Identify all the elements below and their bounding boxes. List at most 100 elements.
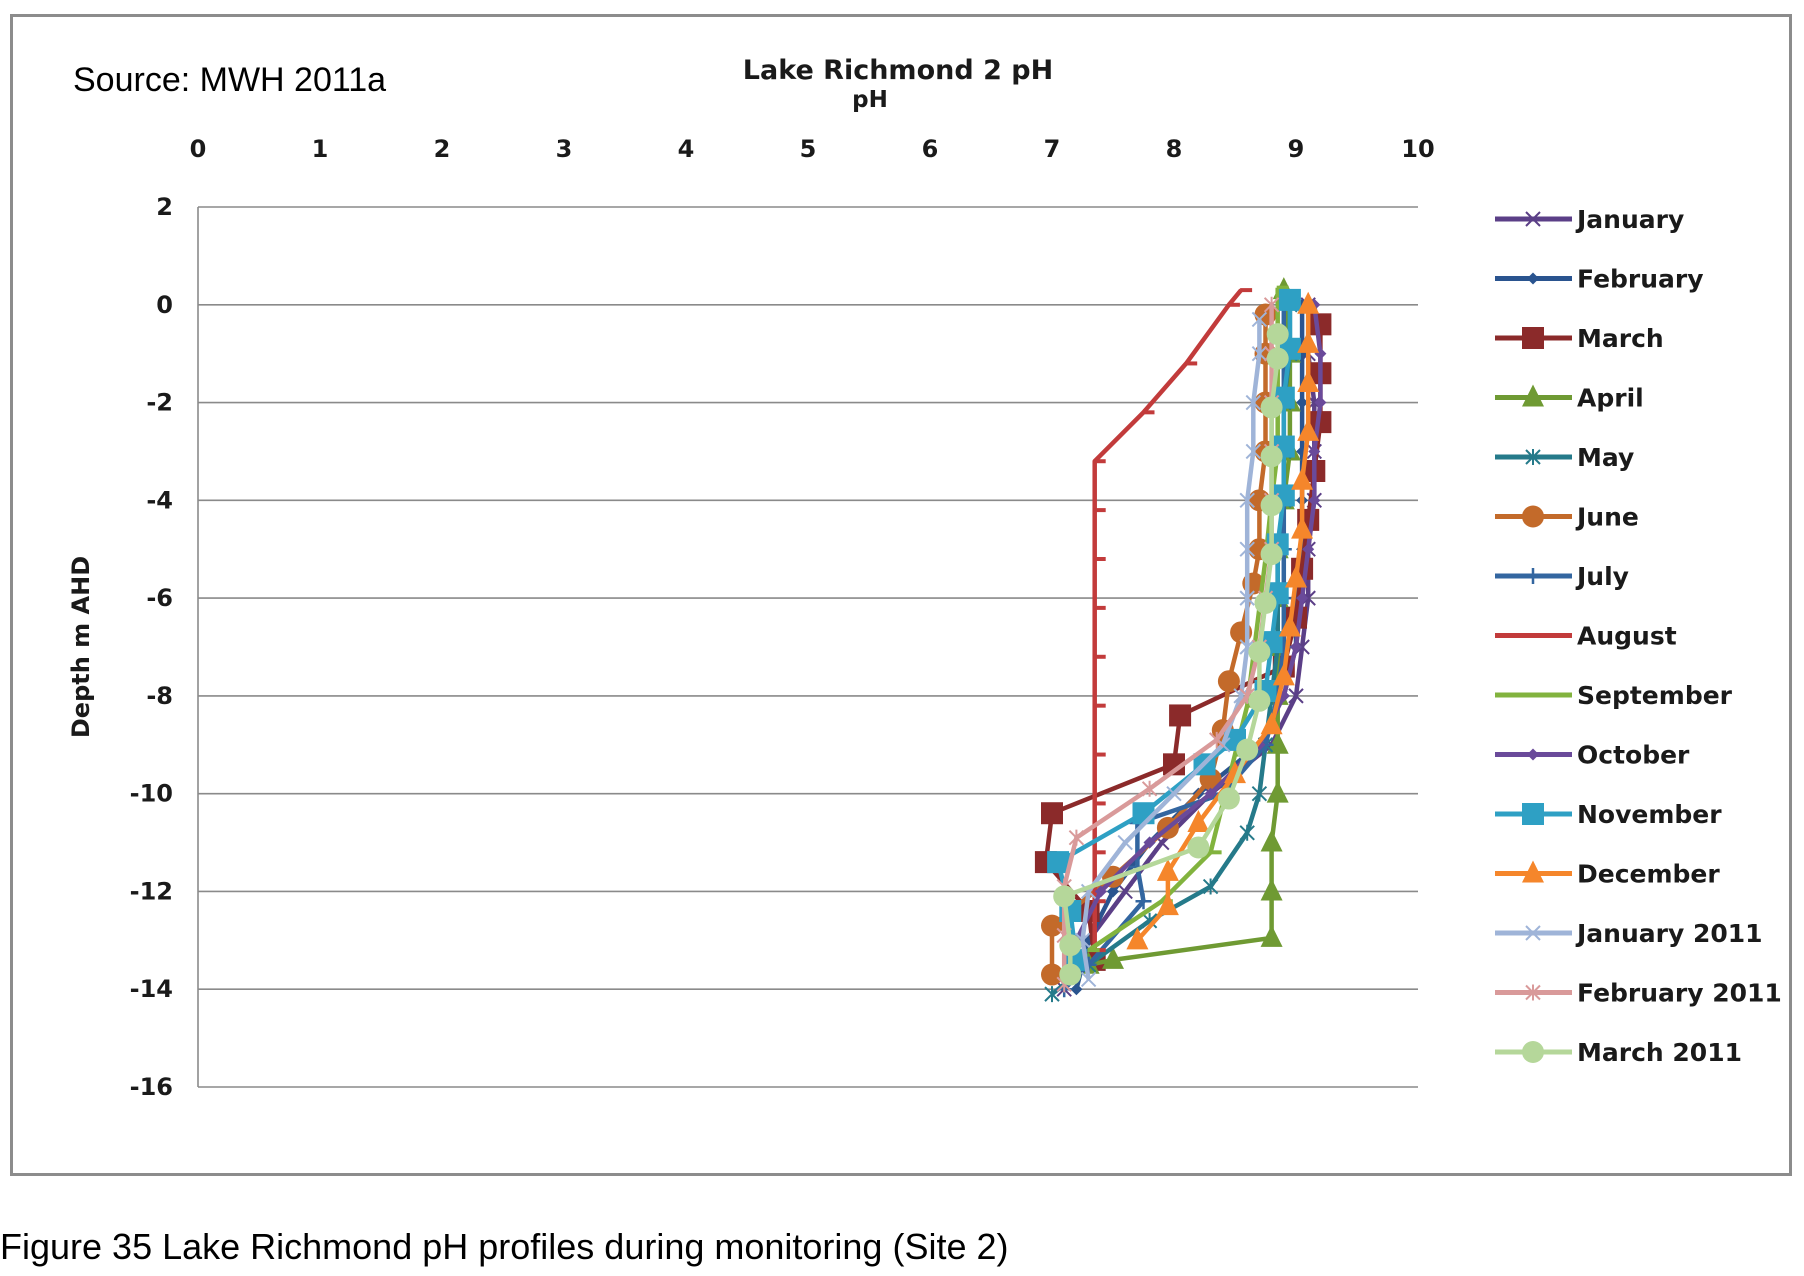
legend-label-8: September	[1577, 681, 1733, 710]
series-point-11	[1291, 516, 1314, 539]
x-tick-label: 3	[556, 135, 573, 163]
series-point-10	[1047, 851, 1070, 874]
x-tick-label: 0	[190, 135, 207, 163]
legend-marker-2	[1522, 327, 1544, 349]
legend-marker-11	[1522, 860, 1544, 883]
series-line-3	[1088, 289, 1293, 968]
series-point-14	[1260, 494, 1283, 517]
series-point-11	[1285, 565, 1307, 588]
series-point-14	[1266, 347, 1289, 370]
legend-label-1: February	[1577, 265, 1704, 294]
series-point-2	[1163, 753, 1185, 776]
series-point-13	[1208, 731, 1225, 748]
x-tick-label: 7	[1044, 135, 1061, 163]
series-point-9	[1143, 836, 1156, 849]
x-tick-label: 6	[922, 135, 939, 163]
series-point-12	[1080, 971, 1097, 988]
legend-label-6: July	[1575, 562, 1629, 591]
series-point-5	[1041, 963, 1063, 986]
series-point-0	[1288, 688, 1304, 704]
legend-label-5: June	[1575, 503, 1639, 532]
series-point-11	[1297, 330, 1320, 353]
series-point-11	[1156, 858, 1179, 881]
series-point-14	[1260, 396, 1283, 419]
legend-marker-3	[1522, 384, 1544, 407]
y-tick-label: -4	[146, 486, 173, 514]
series-point-3	[1266, 780, 1289, 803]
series-point-13	[1263, 296, 1280, 313]
y-tick-label: -10	[130, 780, 173, 808]
legend-marker-4	[1525, 449, 1541, 465]
series-point-12	[1239, 492, 1255, 509]
legend-label-11: December	[1577, 860, 1720, 889]
series-point-14	[1260, 445, 1283, 468]
legend-label-12: January 2011	[1575, 919, 1763, 948]
series-point-9	[1308, 445, 1321, 458]
series-point-13	[1068, 829, 1085, 846]
series-point-3	[1260, 829, 1283, 852]
figure-caption: Figure 35 Lake Richmond pH profiles duri…	[0, 1226, 1009, 1267]
series-point-14	[1059, 934, 1082, 957]
series-point-9	[1296, 592, 1309, 605]
series-point-11	[1272, 663, 1295, 686]
series-point-14	[1236, 738, 1259, 761]
series-point-14	[1053, 885, 1076, 908]
series-point-10	[1278, 288, 1301, 311]
series-point-6	[1135, 893, 1152, 910]
legend-label-13: February 2011	[1577, 979, 1782, 1008]
series-point-2	[1169, 704, 1192, 727]
legend-label-10: November	[1577, 800, 1722, 829]
series-point-11	[1291, 467, 1314, 490]
series-point-1	[1107, 885, 1119, 898]
series-point-9	[1094, 885, 1107, 898]
legend-label-9: October	[1577, 741, 1690, 770]
series-point-10	[1132, 802, 1155, 825]
series-point-11	[1156, 893, 1179, 916]
series-point-11	[1297, 418, 1320, 441]
chart-title: Lake Richmond 2 pH	[743, 55, 1053, 86]
series-point-12	[1245, 394, 1262, 411]
chart-frame: Lake Richmond 2 pH pH Depth m AHD 2 0 -2 -4 -6 -…	[10, 14, 1792, 1176]
series-point-1	[1296, 396, 1309, 409]
legend-marker-1	[1527, 272, 1539, 285]
series-point-12	[1251, 345, 1268, 362]
series-point-12	[1239, 590, 1255, 606]
source-note: Source: MWH 2011a	[73, 61, 387, 99]
legend-label-2: March	[1577, 324, 1664, 353]
series-point-2	[1041, 802, 1063, 825]
series-point-9	[1314, 396, 1327, 409]
series-point-11	[1260, 712, 1283, 735]
x-axis-label: pH	[852, 87, 888, 113]
y-axis-label: Depth m AHD	[67, 556, 95, 738]
x-tick-label: 2	[434, 135, 451, 163]
y-tick-label: -6	[146, 584, 173, 612]
series-point-14	[1260, 543, 1283, 566]
legend-marker-14	[1522, 1041, 1544, 1063]
legend-marker-0	[1525, 211, 1541, 227]
series-point-12	[1166, 785, 1182, 802]
series-point-0	[1117, 883, 1133, 900]
series-point-11	[1126, 927, 1149, 950]
legend-marker-9	[1527, 748, 1539, 761]
x-tick-label: 8	[1166, 135, 1183, 163]
x-tick-label: 10	[1401, 135, 1434, 163]
series-point-5	[1041, 914, 1063, 937]
series-point-3	[1102, 946, 1124, 969]
series-point-9	[1308, 494, 1321, 507]
series-point-2	[1309, 313, 1332, 336]
y-tick-label: -2	[146, 389, 173, 417]
series-point-9	[1290, 641, 1302, 653]
series-point-14	[1254, 592, 1277, 614]
legend-label-0: January	[1575, 205, 1684, 234]
legend-marker-6	[1525, 568, 1541, 584]
legend-label-7: August	[1577, 622, 1677, 651]
series-point-11	[1224, 761, 1246, 784]
series-point-2	[1309, 411, 1332, 434]
series-line-5	[1049, 314, 1268, 975]
series-point-14	[1266, 323, 1289, 346]
legend-label-4: May	[1577, 443, 1634, 472]
series-point-13	[1141, 780, 1158, 797]
y-tick-label: 0	[156, 291, 173, 319]
series-point-14	[1059, 963, 1082, 986]
legend-marker-12	[1525, 925, 1541, 941]
